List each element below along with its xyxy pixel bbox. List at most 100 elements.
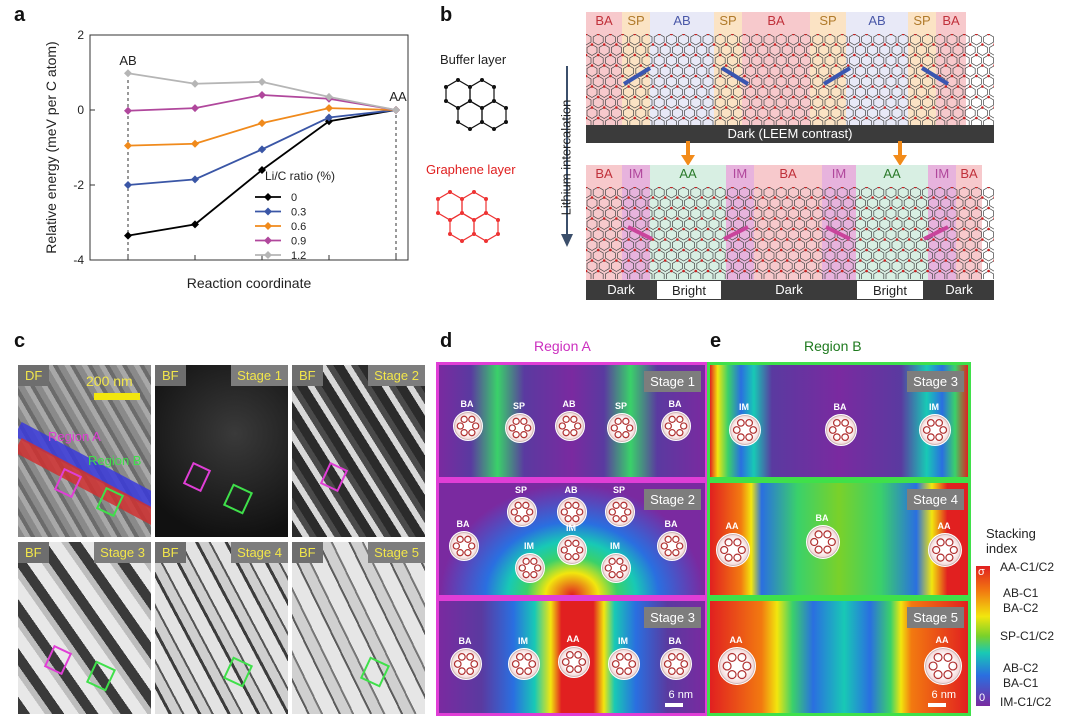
lattice-atom — [938, 269, 942, 273]
lattice-hex — [946, 34, 958, 46]
lattice-atom — [871, 85, 874, 88]
panel-d-letter: d — [440, 330, 453, 352]
lattice-ring — [827, 537, 836, 547]
lattice-atom — [755, 248, 759, 252]
lattice-hex — [653, 207, 665, 220]
lattice-hex — [763, 34, 775, 46]
lattice-ring — [452, 542, 460, 550]
lattice-atom — [651, 106, 655, 109]
lattice-hex — [971, 117, 982, 126]
lattice-hex — [696, 260, 708, 272]
lattice-hex — [885, 187, 897, 199]
lattice-hex — [586, 117, 592, 126]
lattice-hex — [983, 270, 994, 279]
lattice-hex — [702, 34, 714, 46]
shift-arrow-icon — [822, 66, 852, 86]
lattice-hex — [702, 96, 714, 109]
lattice-atom — [962, 116, 966, 120]
lattice-hex — [897, 270, 909, 279]
stacking-site-marker — [515, 553, 545, 583]
lattice-hex — [763, 207, 775, 220]
lattice-hex — [775, 96, 787, 109]
lattice-atom — [586, 269, 588, 273]
lattice-atom — [767, 116, 771, 120]
lattice-atom — [761, 259, 765, 262]
lattice-atom — [981, 196, 984, 199]
lattice-atom — [907, 43, 911, 46]
lattice-hex — [910, 187, 921, 199]
lattice-atom — [853, 34, 856, 36]
lattice-hex — [769, 86, 781, 98]
lattice-atom — [706, 187, 710, 189]
lattice-hex — [855, 239, 866, 251]
lattice-atom — [981, 217, 984, 220]
lattice-hex — [623, 65, 634, 77]
lattice-hex — [983, 228, 994, 241]
lattice-hex — [922, 75, 933, 88]
lattice-atom — [865, 53, 868, 57]
lattice-hex — [775, 249, 787, 262]
lattice-atom — [968, 64, 972, 67]
lattice-atom — [682, 187, 685, 189]
data-point — [191, 104, 199, 113]
lattice-atom — [755, 227, 759, 231]
stage-tag: Stage 4 — [231, 542, 288, 563]
lattice-atom — [657, 53, 661, 57]
lattice-hex — [605, 34, 616, 46]
lattice-ring — [612, 501, 620, 510]
lattice-atom — [975, 206, 978, 210]
lattice-atom — [590, 238, 594, 241]
lattice-atom — [865, 74, 868, 78]
lattice-atom — [767, 206, 771, 210]
lattice-hex — [733, 86, 744, 98]
lattice-ring — [668, 428, 676, 437]
lattice-hex — [611, 44, 622, 56]
lattice-atom — [907, 196, 911, 199]
data-point — [191, 139, 199, 148]
shift-arrow-icon — [923, 225, 949, 241]
lattice-atom — [883, 196, 887, 199]
lattice-hex — [885, 249, 897, 262]
scale-bar-label: 6 nm — [931, 689, 956, 701]
lattice-atom — [785, 196, 789, 199]
stage-tag: Stage 2 — [644, 489, 701, 510]
lattice-hex — [800, 54, 811, 67]
lattice-atom — [706, 53, 710, 57]
shift-arrows — [627, 225, 949, 241]
lattice-atom — [962, 74, 966, 78]
lattice-atom — [907, 106, 911, 109]
lattice-hex — [910, 54, 921, 67]
stage-tag: Stage 4 — [907, 489, 964, 510]
lattice-hex — [586, 218, 598, 230]
lattice-icon — [664, 415, 688, 437]
lattice-hex — [727, 270, 738, 279]
lattice-hex — [952, 65, 964, 77]
lattice-hex — [727, 96, 738, 109]
lattice-atom — [889, 116, 893, 120]
lattice-hex — [849, 34, 860, 46]
imaging-mode-tag: DF — [18, 365, 50, 386]
lattice-hex — [812, 75, 824, 88]
lattice-atom — [804, 95, 807, 99]
lattice-atom — [639, 85, 643, 88]
lattice-ring — [620, 514, 628, 523]
lattice-hex — [946, 228, 958, 241]
lattice-atom — [895, 43, 899, 46]
lattice-atom — [706, 206, 710, 210]
lattice-atom — [596, 269, 600, 273]
lattice-hex — [751, 96, 763, 109]
lattice-hex — [830, 260, 842, 272]
lattice-ring — [530, 570, 538, 579]
lattice-atom — [731, 34, 734, 36]
lattice-ring — [749, 426, 758, 434]
lattice-hex — [757, 218, 769, 230]
lattice-ring — [737, 670, 747, 680]
lattice-atom — [950, 206, 954, 210]
lattice-ring — [612, 514, 620, 523]
lattice-hex — [647, 197, 659, 209]
data-point — [191, 175, 199, 184]
lattice-hex — [818, 260, 830, 272]
lattice-atom — [586, 187, 588, 189]
lattice-hex — [971, 207, 982, 220]
lattice-atom — [798, 238, 801, 241]
